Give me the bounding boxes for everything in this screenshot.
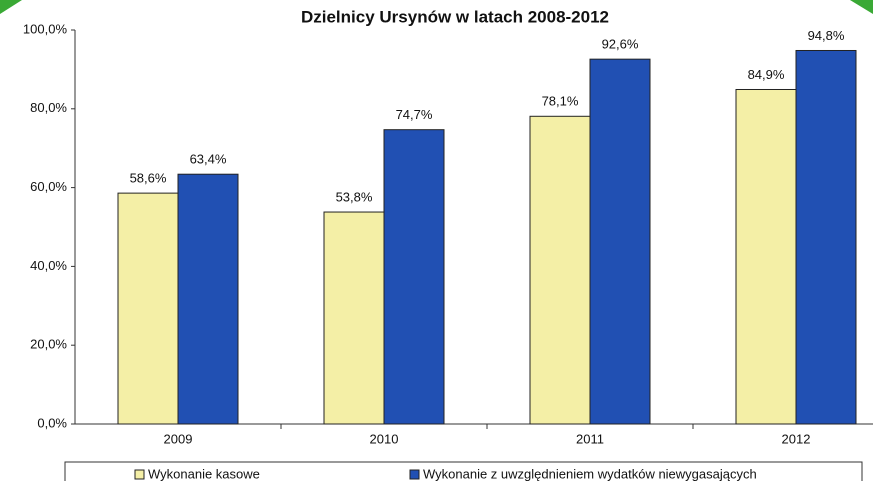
bar — [117, 192, 179, 425]
bar — [529, 115, 591, 425]
legend-label: Wykonanie kasowe — [148, 466, 260, 481]
bar — [795, 49, 857, 425]
legend-swatch — [134, 469, 145, 480]
legend-box — [64, 461, 863, 481]
data-label: 63,4% — [190, 152, 227, 167]
bar — [323, 211, 385, 425]
y-tick-label: 80,0% — [30, 100, 67, 115]
x-tick-label: 2010 — [370, 431, 399, 446]
y-tick-label: 20,0% — [30, 337, 67, 352]
x-tick-label: 2012 — [782, 431, 811, 446]
y-tick-label: 40,0% — [30, 258, 67, 273]
data-label: 58,6% — [130, 171, 167, 186]
corner-decoration — [0, 0, 22, 14]
y-tick-label: 0,0% — [37, 415, 67, 430]
legend-swatch — [409, 469, 420, 480]
x-tick-label: 2011 — [576, 431, 604, 446]
data-label: 78,1% — [542, 94, 579, 109]
chart-title: Dzielnicy Ursynów w latach 2008-2012 — [301, 7, 609, 26]
y-tick-label: 100,0% — [23, 21, 68, 36]
data-label: 94,8% — [808, 28, 845, 43]
data-label: 53,8% — [336, 189, 373, 204]
y-tick-label: 60,0% — [30, 179, 67, 194]
bar — [735, 88, 797, 425]
legend-label: Wykonanie z uwzględnieniem wydatków niew… — [423, 466, 757, 481]
bar — [589, 58, 651, 425]
data-label: 92,6% — [602, 37, 639, 52]
data-label: 84,9% — [748, 67, 785, 82]
x-tick-label: 2009 — [164, 431, 193, 446]
data-label: 74,7% — [396, 107, 433, 122]
bar — [383, 129, 445, 425]
corner-decoration — [850, 0, 873, 14]
bar — [177, 173, 239, 425]
